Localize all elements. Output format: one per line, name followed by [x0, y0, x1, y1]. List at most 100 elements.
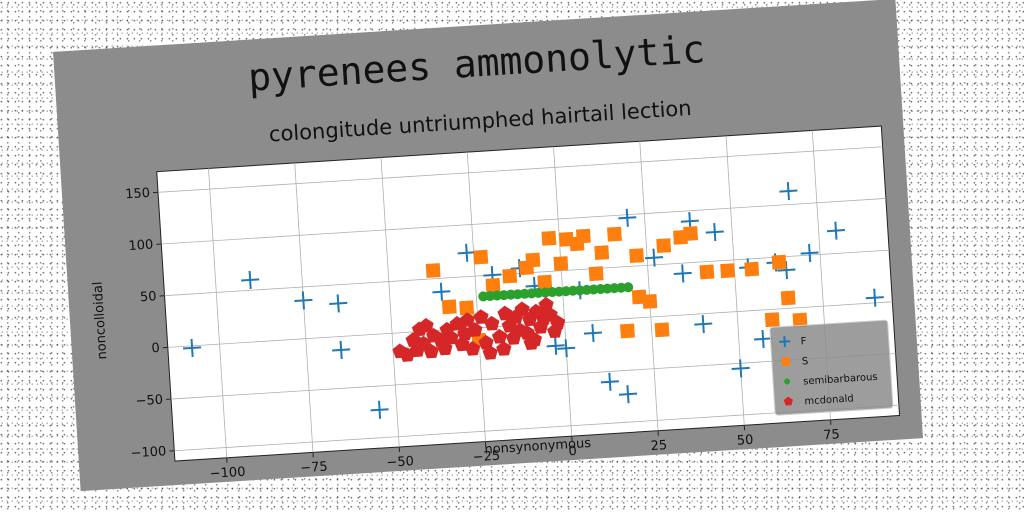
data-point-F	[183, 338, 202, 357]
data-point-mcdonald	[496, 341, 512, 356]
data-point-S	[683, 226, 699, 241]
x-axis-label: nonsynonymous	[484, 436, 592, 458]
data-point-F	[583, 324, 603, 343]
data-point-F	[826, 221, 845, 240]
x-tick-label: −25	[472, 449, 500, 466]
legend-marker-mcdonald	[783, 396, 793, 406]
data-point-mcdonald	[491, 328, 508, 344]
legend-marker-F	[779, 336, 791, 348]
data-point-F	[618, 208, 637, 227]
data-point-S	[485, 277, 501, 293]
y-tick-label: 0	[151, 341, 160, 356]
data-point-F	[241, 270, 260, 289]
data-marks	[183, 182, 884, 419]
x-tick-label: −100	[209, 465, 246, 482]
y-tick-label: 50	[140, 289, 157, 305]
data-point-mcdonald	[514, 301, 530, 317]
data-point-F	[457, 243, 476, 262]
data-point-S	[629, 248, 645, 264]
x-tick-label: 25	[650, 438, 667, 454]
x-gridline	[466, 152, 486, 442]
data-point-S	[764, 312, 780, 328]
data-point-S	[425, 263, 441, 278]
data-point-F	[644, 248, 664, 267]
legend-marker-semibarbarous	[784, 378, 791, 385]
data-point-F	[754, 329, 773, 349]
data-point-S	[553, 256, 569, 271]
data-point-mcdonald	[523, 335, 539, 350]
x-gridline	[208, 168, 228, 458]
data-point-S	[537, 274, 553, 290]
data-point-F	[557, 339, 576, 358]
data-point-F	[731, 359, 750, 378]
y-gridline	[158, 146, 883, 193]
y-gridline	[161, 198, 886, 245]
legend-label: mcdonald	[804, 393, 854, 407]
data-point-S	[780, 290, 796, 306]
legend-marker-S	[781, 357, 791, 366]
x-tick-label: 50	[736, 433, 753, 449]
data-point-S	[771, 254, 787, 270]
data-point-S	[620, 323, 635, 339]
data-point-F	[546, 336, 565, 355]
data-point-F	[673, 264, 692, 283]
data-point-S	[607, 226, 622, 242]
data-point-mcdonald	[464, 340, 481, 356]
data-point-mcdonald	[418, 317, 434, 333]
data-point-mcdonald	[549, 314, 566, 330]
data-point-F	[865, 288, 884, 307]
y-axis-label: noncolloidal	[91, 281, 111, 360]
data-point-S	[654, 322, 670, 338]
data-point-S	[502, 268, 518, 284]
data-point-mcdonald	[473, 309, 489, 325]
data-point-S	[699, 264, 715, 280]
y-tick-label: 150	[125, 186, 151, 203]
y-tick-label: −100	[130, 444, 167, 461]
legend-label: semibarbarous	[803, 372, 878, 388]
data-point-S	[473, 249, 489, 265]
data-point-S	[588, 266, 604, 282]
data-point-F	[800, 243, 819, 263]
x-gridline	[380, 157, 400, 447]
data-point-F	[432, 282, 451, 301]
x-tick-label: −50	[386, 454, 414, 471]
scatter-chart: −100 −75 −50 −25 0 25 50 75 −100 −50 0 50 100 150 non…	[91, 125, 901, 482]
data-point-F	[294, 291, 313, 310]
x-tick-label: 75	[823, 427, 840, 443]
data-point-F	[332, 340, 351, 360]
data-point-F	[600, 372, 619, 391]
x-gridline	[639, 141, 659, 431]
y-tick-label: 100	[128, 238, 154, 255]
data-point-S	[459, 300, 475, 316]
data-point-F	[329, 294, 348, 313]
data-point-mcdonald	[459, 312, 475, 328]
data-point-F	[370, 400, 389, 419]
data-point-F	[779, 182, 798, 201]
legend-label: F	[800, 336, 807, 347]
x-tick-label: −75	[300, 460, 328, 477]
data-point-S	[441, 299, 457, 315]
data-point-S	[744, 261, 760, 277]
data-point-S	[525, 252, 541, 268]
data-point-S	[642, 294, 658, 309]
data-point-S	[541, 230, 557, 246]
data-point-semibarbarous	[623, 282, 634, 293]
data-point-S	[792, 312, 808, 328]
data-point-F	[694, 315, 713, 334]
data-point-S	[656, 238, 672, 254]
data-point-mcdonald	[484, 315, 500, 331]
data-point-mcdonald	[423, 343, 439, 359]
data-point-F	[618, 385, 638, 404]
data-point-S	[594, 245, 610, 261]
data-point-S	[575, 228, 591, 244]
data-point-F	[705, 222, 724, 242]
data-point-S	[720, 263, 736, 279]
x-tick-label: 0	[568, 444, 577, 459]
legend-box	[769, 319, 894, 416]
data-point-mcdonald	[443, 329, 459, 345]
data-point-mcdonald	[467, 322, 483, 337]
axis-ticks: −100 −75 −50 −25 0 25 50 75 −100 −50 0 50 100 150	[125, 186, 840, 482]
data-point-mcdonald	[482, 345, 498, 360]
y-tick-label: −50	[135, 393, 163, 410]
